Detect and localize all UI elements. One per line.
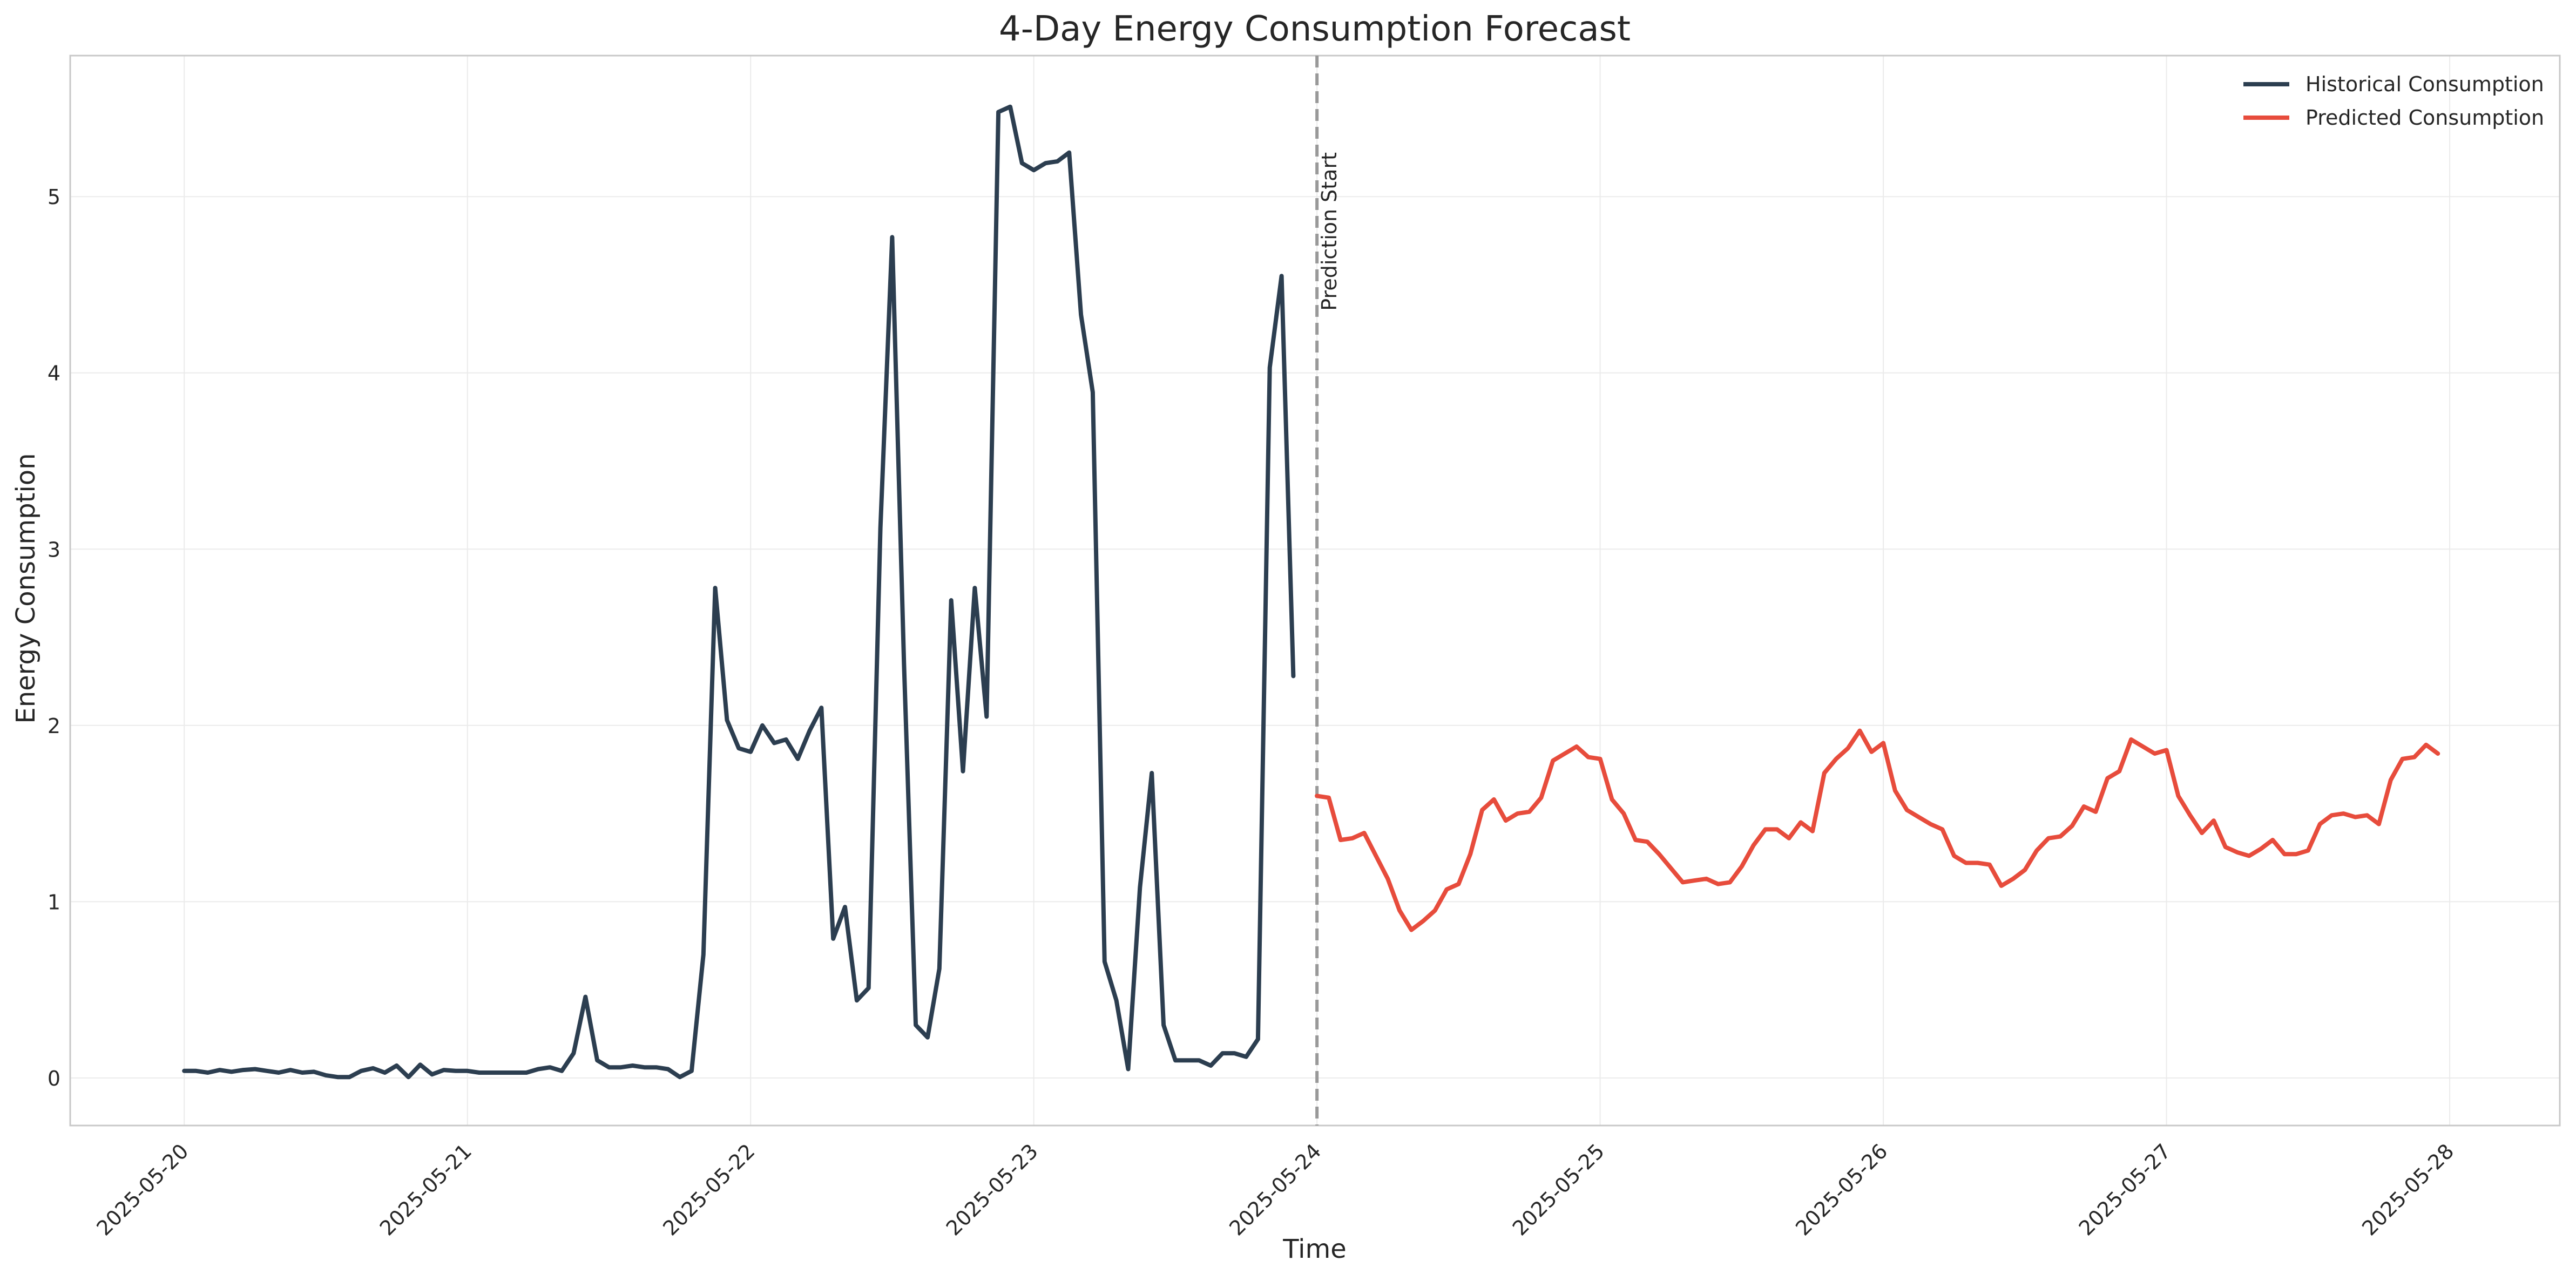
series-layer: [182, 104, 2440, 1080]
y-tick-label: 3: [48, 538, 60, 561]
y-tick-label: 2: [48, 714, 60, 738]
y-tick-label: 4: [48, 362, 60, 385]
y-axis-label: Energy Consumption: [11, 453, 41, 723]
y-tick-label: 5: [48, 185, 60, 209]
y-tick-label: 0: [48, 1067, 60, 1090]
chart-title: 4-Day Energy Consumption Forecast: [999, 9, 1631, 49]
legend-label: Historical Consumption: [2305, 72, 2544, 96]
historical-consumption-line: [182, 104, 1296, 1080]
x-axis-label: Time: [1282, 1234, 1346, 1264]
annotation-layer: Prediction Start: [1315, 56, 1341, 1126]
y-tick-label: 1: [48, 890, 60, 914]
predicted-consumption-line: [1315, 728, 2440, 932]
prediction-start-label: Prediction Start: [1317, 152, 1341, 311]
legend-label: Predicted Consumption: [2305, 106, 2544, 130]
chart-legend: Historical Consumption Predicted Consumpt…: [2243, 72, 2544, 130]
plot-area-frame: [69, 55, 2561, 1127]
